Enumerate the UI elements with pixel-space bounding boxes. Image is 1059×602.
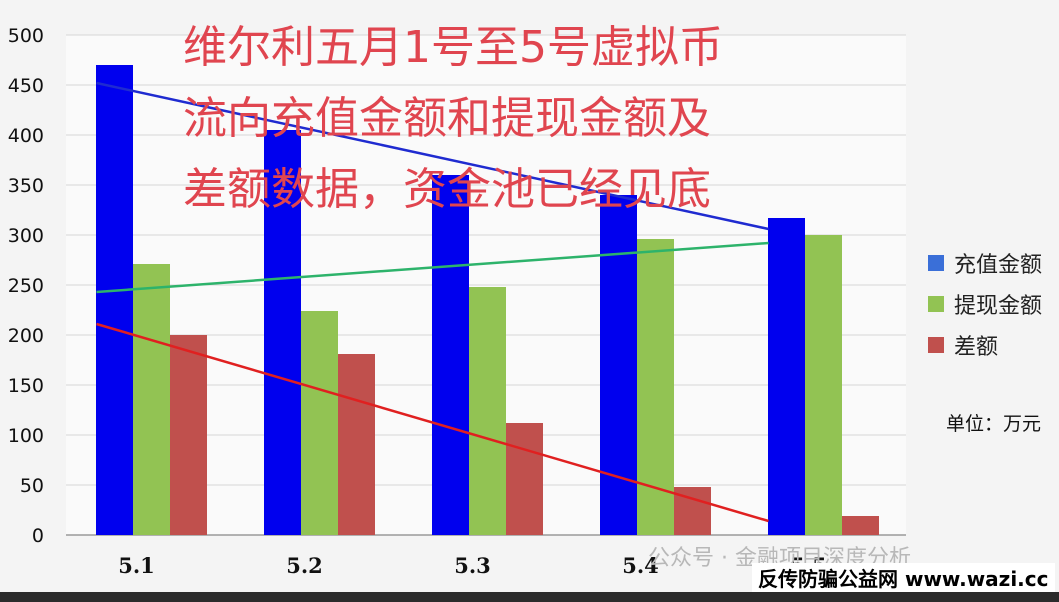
x-tick-label: 5.1 [118, 553, 155, 578]
legend-item-recharge: 充值金额 [928, 242, 1042, 283]
y-tick-label: 150 [8, 375, 44, 397]
trendline-1 [96, 241, 769, 294]
legend-label-difference: 差额 [954, 334, 999, 360]
legend-label-recharge: 充值金额 [954, 252, 1043, 278]
trendlines [96, 81, 769, 523]
legend-item-withdraw: 提现金额 [928, 283, 1042, 324]
bar-withdraw-5.5 [805, 235, 842, 535]
legend-swatch-difference [928, 336, 944, 353]
bars [96, 65, 879, 535]
y-tick-label: 100 [8, 425, 44, 447]
y-tick-label: 0 [32, 525, 44, 547]
bar-withdraw-5.1 [133, 264, 170, 535]
chart-title-line-3: 差额数据，资金池已经见底 [183, 164, 711, 215]
legend-swatch-recharge [928, 254, 944, 271]
trendline-0 [96, 81, 769, 231]
legend-label-withdraw: 提现金额 [954, 293, 1043, 319]
y-tick-label: 50 [20, 475, 44, 497]
y-tick-label: 350 [8, 175, 44, 197]
bar-recharge-5.1 [96, 65, 133, 535]
bar-recharge-5.2 [264, 130, 301, 535]
bar-difference-5.2 [338, 354, 375, 535]
bar-withdraw-5.2 [301, 311, 338, 535]
y-tick-label: 400 [8, 125, 44, 147]
bar-difference-5.1 [170, 335, 207, 535]
y-axis-ticks: 0 50 100 150 200 250 300 350 400 450 500 [8, 25, 44, 547]
bar-difference-5.3 [506, 423, 543, 535]
legend-item-difference: 差额 [928, 324, 1042, 365]
legend-swatch-withdraw [928, 295, 944, 312]
bottom-bar [0, 592, 1059, 602]
x-tick-label: 5.3 [454, 553, 491, 578]
x-tick-label: 5.2 [286, 553, 323, 578]
y-tick-label: 200 [8, 325, 44, 347]
y-tick-label: 300 [8, 225, 44, 247]
legend: 充值金额 提现金额 差额 [928, 242, 1042, 365]
y-tick-label: 500 [8, 25, 44, 47]
y-tick-label: 450 [8, 75, 44, 97]
bar-recharge-5.3 [432, 175, 469, 535]
x-tick-label: 5.4 [622, 553, 659, 578]
chart-title-line-2: 流向充值金额和提现金额及 [183, 93, 711, 144]
y-tick-label: 250 [8, 275, 44, 297]
unit-label: 单位：万元 [946, 413, 1042, 435]
bar-withdraw-5.3 [469, 287, 506, 535]
bar-recharge-5.4 [600, 195, 637, 535]
bar-withdraw-5.4 [637, 239, 674, 535]
chart-title-line-1: 维尔利五月1号至5号虚拟币 [183, 22, 723, 73]
footer-text: 反传防骗公益网 www.wazi.cc [752, 563, 1055, 592]
bar-recharge-5.5 [768, 218, 805, 535]
trendline-2 [96, 322, 769, 523]
bar-difference-5.5 [842, 516, 879, 535]
